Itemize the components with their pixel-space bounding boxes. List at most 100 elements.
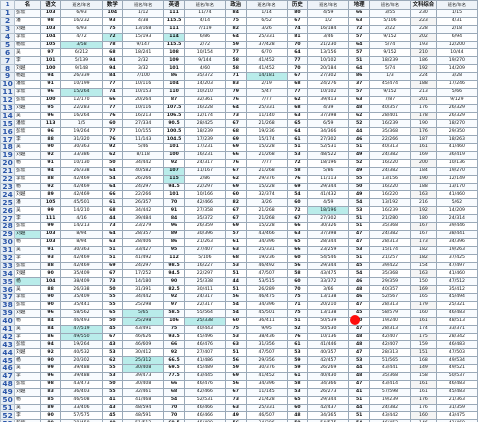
table-cell[interactable]: 47 [348, 300, 370, 310]
row-number[interactable]: 5 [0, 40, 16, 50]
table-cell[interactable]: 64 [101, 166, 124, 176]
table-cell[interactable]: 151 [410, 348, 437, 358]
table-cell[interactable]: 吴 [14, 206, 41, 216]
table-cell[interactable]: 192 [410, 64, 437, 74]
table-cell[interactable]: 98.5 [163, 261, 185, 271]
table-cell[interactable]: 95 [39, 103, 62, 113]
table-cell[interactable]: 84 [39, 316, 62, 326]
table-cell[interactable]: 28/313 [368, 237, 412, 247]
table-cell[interactable]: 47/497 [435, 261, 479, 271]
table-cell[interactable]: 18/196 [307, 158, 350, 168]
table-cell[interactable]: 14/209 [435, 64, 479, 74]
row-number[interactable]: 45 [0, 356, 16, 366]
table-cell[interactable]: 刘越 [14, 151, 41, 160]
table-cell[interactable]: 61 [286, 371, 309, 381]
table-cell[interactable]: 20/302 [60, 356, 103, 366]
table-cell[interactable]: 10/154 [183, 48, 226, 58]
table-cell[interactable]: 59 [224, 40, 247, 50]
table-cell[interactable]: 18/239 [368, 56, 412, 66]
table-cell[interactable]: 13/138 [307, 293, 350, 302]
table-cell[interactable]: 47 [348, 324, 370, 334]
table-cell[interactable]: 刘越 [14, 190, 41, 200]
table-cell[interactable]: 202 [410, 32, 437, 42]
table-cell[interactable]: 75 [224, 16, 247, 26]
table-cell[interactable]: 67 [224, 166, 247, 176]
table-cell[interactable]: 9/129 [435, 95, 479, 105]
table-cell[interactable]: 21/268 [245, 166, 288, 176]
table-cell[interactable]: 60 [224, 190, 247, 200]
table-cell[interactable]: 9/152 [368, 48, 412, 58]
table-cell[interactable]: 35/368 [368, 269, 412, 279]
table-cell[interactable]: 69 [224, 222, 247, 231]
table-cell[interactable]: 65 [286, 237, 309, 247]
table-cell[interactable]: 潘 [14, 198, 41, 208]
table-cell[interactable]: 51 [348, 214, 370, 224]
table-cell[interactable]: 104 [39, 277, 62, 287]
table-cell[interactable]: 4/59 [307, 198, 350, 208]
row-number[interactable]: 33 [0, 261, 16, 271]
table-cell[interactable]: 11/74 [183, 9, 226, 18]
table-cell[interactable]: 90 [39, 300, 62, 310]
table-cell[interactable]: 58 [286, 379, 309, 389]
table-cell[interactable]: 18/196 [307, 206, 350, 216]
table-cell[interactable]: 111 [163, 24, 185, 34]
table-cell[interactable]: 90 [39, 356, 62, 366]
table-cell[interactable]: 163 [410, 269, 437, 279]
table-cell[interactable]: 28/401 [368, 111, 412, 121]
table-cell[interactable]: 22/297 [183, 269, 226, 279]
table-cell[interactable]: 34/366 [307, 379, 350, 389]
table-cell[interactable]: 18/263 [435, 135, 479, 145]
table-cell[interactable]: 46/508 [60, 395, 103, 405]
table-cell[interactable]: 杨 [14, 277, 41, 287]
table-cell[interactable]: 90 [39, 269, 62, 279]
table-cell[interactable]: 68 [163, 387, 185, 397]
table-cell[interactable]: 26/289 [245, 285, 288, 295]
table-cell[interactable]: 176 [410, 395, 437, 405]
table-cell[interactable]: 88 [39, 285, 62, 295]
table-cell[interactable]: 86 [163, 237, 185, 247]
table-cell[interactable]: 10/199 [60, 80, 103, 89]
table-cell[interactable]: 92 [39, 151, 62, 160]
row-number[interactable]: 47 [0, 371, 16, 381]
table-cell[interactable]: 45/489 [183, 364, 226, 373]
table-cell[interactable]: 21/268 [245, 214, 288, 224]
table-cell[interactable]: 56 [224, 379, 247, 389]
table-cell[interactable]: 2/19 [245, 80, 288, 89]
table-cell[interactable]: 14/213 [60, 222, 103, 231]
table-cell[interactable]: 70 [286, 40, 309, 50]
table-cell[interactable]: 160 [410, 308, 437, 318]
table-cell[interactable]: 167 [410, 229, 437, 239]
table-cell[interactable]: 60 [286, 277, 309, 287]
table-cell[interactable]: 48/591 [122, 411, 165, 421]
table-cell[interactable]: 15/264 [60, 87, 103, 97]
table-cell[interactable]: 75 [163, 324, 185, 334]
table-cell[interactable]: 26/266 [122, 174, 165, 184]
table-cell[interactable]: 30/363 [60, 245, 103, 255]
table-cell[interactable]: 51 [286, 143, 309, 153]
table-cell[interactable]: 43/441 [368, 364, 412, 373]
table-cell[interactable]: 55 [101, 364, 124, 373]
table-cell[interactable]: 58 [286, 166, 309, 176]
table-cell[interactable]: 34/442 [122, 158, 165, 168]
table-cell[interactable]: 55 [101, 300, 124, 310]
table-cell[interactable]: 彭欣 [14, 9, 41, 18]
table-cell[interactable]: 48/522 [307, 151, 350, 160]
table-cell[interactable]: 111 [39, 214, 62, 224]
table-cell[interactable]: 43 [101, 403, 124, 413]
table-cell[interactable]: 24/297 [122, 182, 165, 192]
table-cell[interactable]: 56 [286, 261, 309, 271]
table-cell[interactable]: 吴 [14, 111, 41, 121]
table-cell[interactable]: 200 [410, 158, 437, 168]
table-cell[interactable]: 11/113 [307, 174, 350, 184]
table-cell[interactable]: 杨 [14, 158, 41, 168]
table-cell[interactable]: 100.5 [163, 127, 185, 137]
table-cell[interactable]: 192 [410, 206, 437, 216]
row-number[interactable]: 39 [0, 308, 16, 318]
table-cell[interactable]: 73 [224, 395, 247, 405]
table-cell[interactable]: 吴 [14, 324, 41, 334]
table-cell[interactable]: 40/430 [307, 371, 350, 381]
table-cell[interactable]: 19/270 [435, 56, 479, 66]
row-number[interactable]: 32 [0, 253, 16, 263]
table-cell[interactable]: 潘欣 [14, 80, 41, 89]
table-cell[interactable]: 22/297 [183, 182, 226, 192]
